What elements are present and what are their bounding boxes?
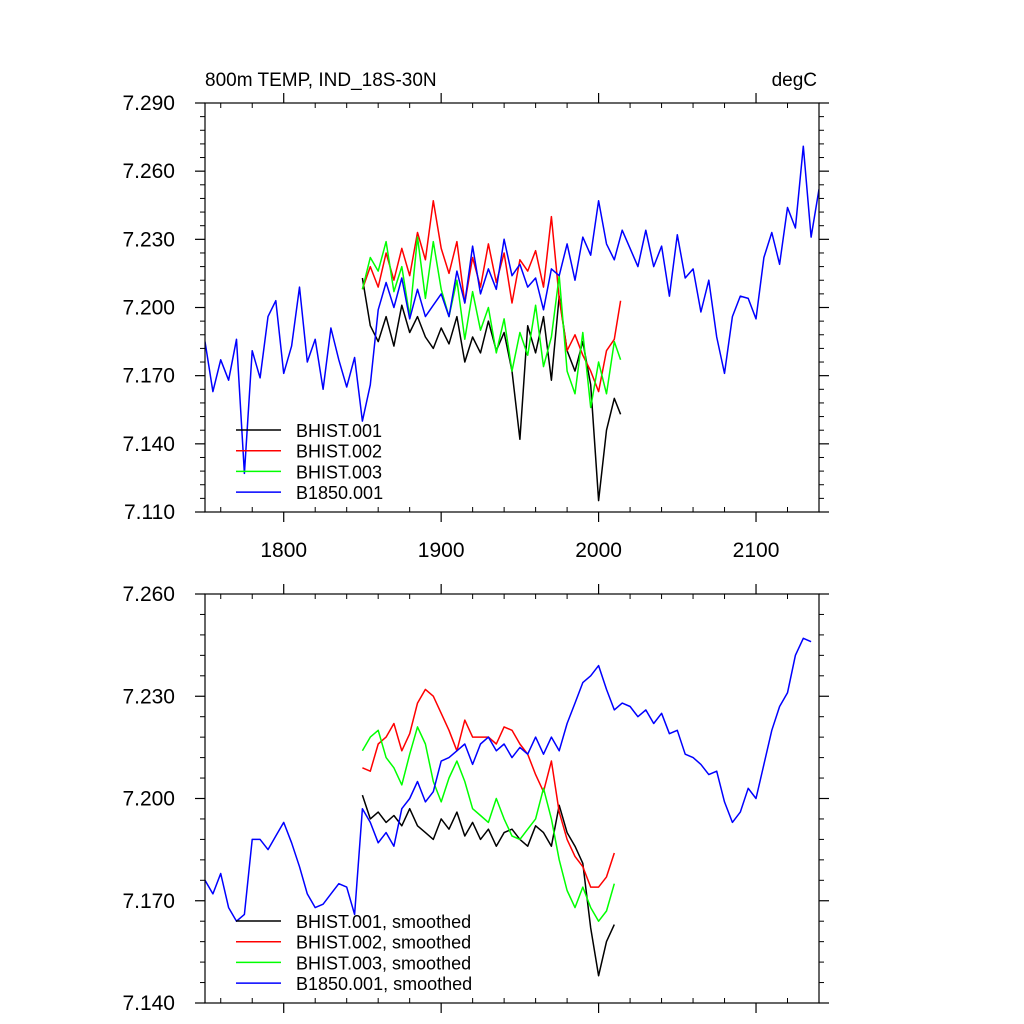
y-tick-label: 7.140 [122, 992, 175, 1015]
legend-label: BHIST.003, smoothed [296, 953, 471, 973]
x-tick-label: 2000 [575, 539, 622, 562]
series-line-3 [361, 726, 616, 922]
legend-label: BHIST.001, smoothed [296, 912, 471, 932]
y-tick-label: 7.140 [122, 433, 175, 456]
y-tick-label: 7.230 [122, 228, 175, 251]
series-line-4 [205, 637, 812, 922]
x-tick-label: 1800 [260, 539, 307, 562]
series-line-4 [205, 145, 819, 475]
legend-label: BHIST.001 [296, 421, 382, 441]
legend-label: B1850.001, smoothed [296, 974, 472, 994]
x-tick-label: 1900 [418, 539, 465, 562]
legend-label: B1850.001 [296, 483, 383, 503]
series-line-3 [361, 236, 622, 409]
y-tick-label: 7.260 [122, 583, 175, 606]
legend-label: BHIST.002, smoothed [296, 933, 471, 953]
y-tick-label: 7.200 [122, 788, 175, 811]
series-line-1 [361, 277, 622, 502]
series-line-2 [361, 199, 622, 393]
y-tick-label: 7.110 [124, 501, 175, 524]
chart-title: 800m TEMP, IND_18S-30N [205, 70, 437, 91]
legend-label: BHIST.002 [296, 442, 382, 462]
y-tick-label: 7.260 [122, 160, 175, 183]
top-panel: 7.110 7.140 7.170 7.200 7.230 7.260 7.290 1800 1… [122, 70, 829, 562]
legend-label: BHIST.003 [296, 462, 382, 482]
series-line-1 [361, 794, 615, 977]
y-tick-label: 7.170 [122, 890, 175, 913]
y-tick-label: 7.200 [122, 297, 175, 320]
units-label: degC [772, 70, 817, 91]
series-line-2 [362, 688, 616, 888]
bottom-panel: 7.140 7.170 7.200 7.230 7.260 BHIST.001, smoo… [122, 583, 829, 1015]
y-tick-label: 7.170 [122, 365, 175, 388]
y-tick-label: 7.230 [122, 685, 175, 708]
x-tick-label: 2100 [733, 539, 780, 562]
y-tick-label: 7.290 [122, 92, 175, 115]
